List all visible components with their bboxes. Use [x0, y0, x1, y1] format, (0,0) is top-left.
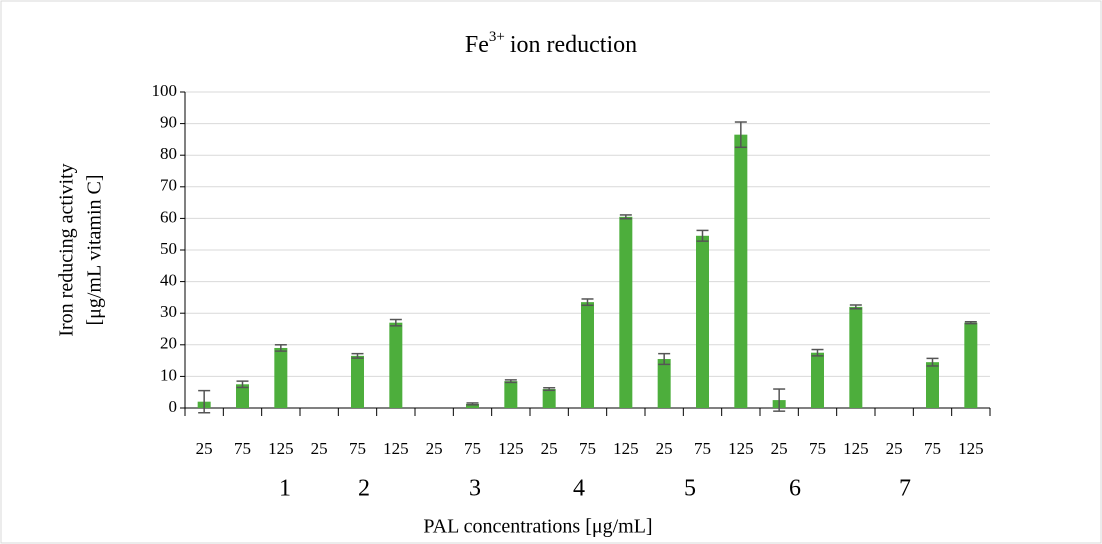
y-tick-label: 70 [160, 176, 177, 195]
bar [389, 322, 403, 408]
y-tick-label: 40 [160, 271, 177, 290]
x-tick-label: 25 [541, 439, 558, 458]
x-tick-label: 75 [924, 439, 941, 458]
x-tick-label: 125 [383, 439, 409, 458]
bar [504, 381, 518, 408]
bar [351, 355, 364, 408]
x-tick-label: 125 [613, 439, 639, 458]
bar [696, 235, 709, 408]
x-tick-label: 75 [234, 439, 251, 458]
title-main: Fe [465, 32, 489, 58]
chart-title: Fe3+ ion reduction [465, 29, 637, 57]
bar [581, 302, 594, 408]
title-superscript: 3+ [489, 29, 505, 45]
x-tick-label: 125 [958, 439, 984, 458]
x-tick-label: 75 [809, 439, 826, 458]
bar [849, 306, 863, 408]
y-tick-label: 80 [160, 144, 177, 163]
x-tick-label: 125 [498, 439, 524, 458]
bar [964, 322, 978, 408]
y-tick-label: 50 [160, 239, 177, 258]
x-tick-label: 125 [728, 439, 754, 458]
bar [619, 216, 633, 408]
y-tick-label: 90 [160, 113, 177, 132]
y-tick-label: 100 [152, 81, 178, 100]
bar [542, 389, 556, 408]
x-tick-label: 25 [426, 439, 443, 458]
y-tick-label: 60 [160, 207, 177, 226]
x-tick-label: 75 [579, 439, 596, 458]
bar [274, 347, 288, 408]
x-tick-label: 25 [311, 439, 328, 458]
group-label: 3 [469, 476, 481, 502]
group-label: 4 [573, 476, 585, 502]
bar [466, 403, 479, 408]
bar [734, 134, 748, 408]
x-tick-label: 75 [694, 439, 711, 458]
x-tick-label: 25 [771, 439, 788, 458]
y-tick-label: 20 [160, 334, 177, 353]
x-axis-label: PAL concentrations [μg/mL] [423, 516, 652, 538]
group-label: 7 [899, 476, 911, 502]
bar [657, 359, 671, 408]
x-tick-label: 75 [349, 439, 366, 458]
bar [926, 362, 939, 408]
y-tick-label: 0 [169, 397, 178, 416]
title-rest: ion reduction [510, 32, 637, 58]
group-label: 1 [279, 476, 291, 502]
x-tick-label: 75 [464, 439, 481, 458]
y-tick-label: 30 [160, 302, 177, 321]
bar [236, 384, 249, 408]
x-tick-label: 125 [843, 439, 869, 458]
group-label: 5 [684, 476, 696, 502]
group-label: 2 [358, 476, 370, 502]
y-tick-label: 10 [160, 365, 177, 384]
x-tick-label: 25 [886, 439, 903, 458]
x-tick-label: 25 [196, 439, 213, 458]
group-label: 6 [789, 476, 801, 502]
bar [811, 352, 824, 408]
y-axis-label: Iron reducing activity [56, 163, 78, 336]
x-tick-label: 25 [656, 439, 673, 458]
y-axis-label: [μg/mL vitamin C] [84, 174, 106, 325]
x-tick-label: 125 [268, 439, 294, 458]
